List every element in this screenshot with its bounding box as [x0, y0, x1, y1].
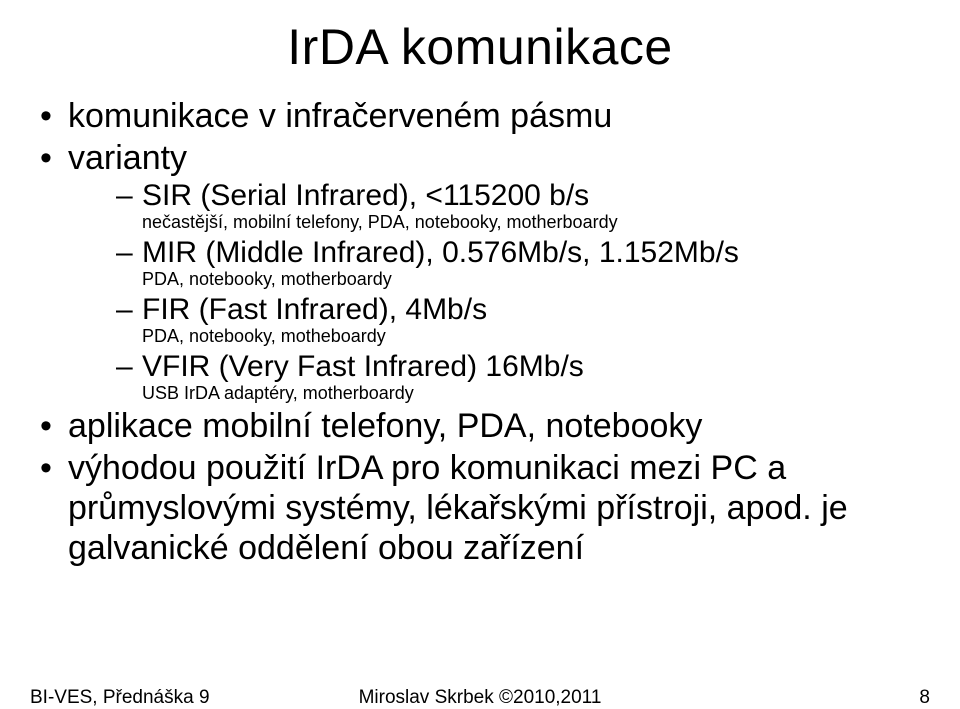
bullet-text: výhodou použití IrDA pro komunikaci mezi…	[68, 449, 848, 567]
bullet-item: komunikace v infračerveném pásmu	[30, 96, 930, 136]
bullet-text: varianty	[68, 139, 187, 177]
sub-bullet-note: PDA, notebooky, motheboardy	[142, 326, 930, 348]
sub-bullet-text: SIR (Serial Infrared), <115200 b/s	[142, 179, 589, 212]
bullet-item: varianty SIR (Serial Infrared), <115200 …	[30, 138, 930, 404]
sub-bullet-text: VFIR (Very Fast Infrared) 16Mb/s	[142, 350, 584, 383]
sub-bullet-item: VFIR (Very Fast Infrared) 16Mb/s USB IrD…	[110, 349, 930, 404]
sub-bullet-text: FIR (Fast Infrared), 4Mb/s	[142, 293, 487, 326]
sub-bullet-list: SIR (Serial Infrared), <115200 b/s nečas…	[110, 178, 930, 404]
bullet-item: výhodou použití IrDA pro komunikaci mezi…	[30, 448, 930, 568]
footer-page-number: 8	[919, 687, 930, 709]
sub-bullet-item: MIR (Middle Infrared), 0.576Mb/s, 1.152M…	[110, 235, 930, 290]
bullet-list: komunikace v infračerveném pásmu variant…	[30, 96, 930, 569]
footer-center: Miroslav Skrbek ©2010,2011	[30, 687, 930, 709]
sub-bullet-text: MIR (Middle Infrared), 0.576Mb/s, 1.152M…	[142, 236, 739, 269]
sub-bullet-item: FIR (Fast Infrared), 4Mb/s PDA, notebook…	[110, 292, 930, 347]
sub-bullet-item: SIR (Serial Infrared), <115200 b/s nečas…	[110, 178, 930, 233]
bullet-text: aplikace mobilní telefony, PDA, notebook…	[68, 407, 702, 445]
sub-bullet-note: nečastější, mobilní telefony, PDA, noteb…	[142, 212, 930, 234]
bullet-text: komunikace v infračerveném pásmu	[68, 97, 612, 135]
slide: IrDA komunikace komunikace v infračerven…	[0, 0, 960, 701]
sub-bullet-note: USB IrDA adaptéry, motherboardy	[142, 383, 930, 405]
bullet-item: aplikace mobilní telefony, PDA, notebook…	[30, 406, 930, 446]
sub-bullet-note: PDA, notebooky, motherboardy	[142, 269, 930, 291]
slide-title: IrDA komunikace	[30, 18, 930, 76]
